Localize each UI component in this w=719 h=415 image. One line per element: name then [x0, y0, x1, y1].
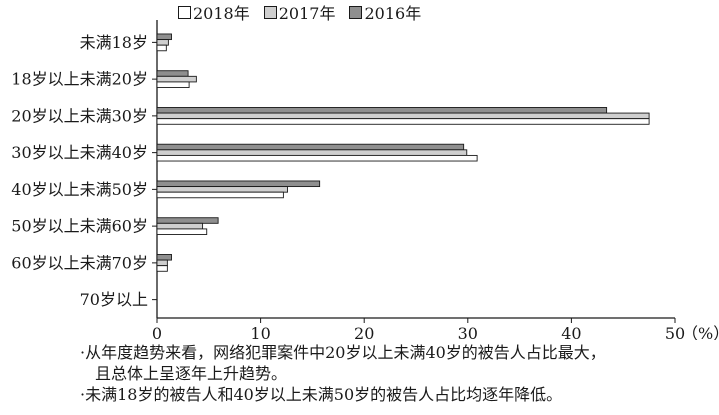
- legend-label-2018: 2018年: [193, 4, 250, 23]
- note-line-1: ·从年度趋势来看，网络犯罪案件中20岁以上未满40岁的被告人占比最大，: [80, 343, 606, 362]
- bar-2017年-6: [156, 259, 168, 267]
- bar-2016年-5: [156, 217, 219, 224]
- legend-item-2017: 2017年: [263, 0, 336, 24]
- y-tick-label: 未满18岁: [80, 33, 148, 52]
- legend-item-2016: 2016年: [349, 0, 421, 24]
- y-tick-label: 18岁以上未满20岁: [11, 70, 148, 89]
- bar-2018年-5: [156, 228, 208, 235]
- bar-2017年-4: [156, 186, 288, 193]
- legend-swatch-2016: [349, 5, 363, 19]
- bar-2018年-6: [156, 265, 168, 272]
- y-tick-label: 20岁以上未满30岁: [11, 106, 148, 125]
- note-line-3: ·未满18岁的被告人和40岁以上未满50岁的被告人占比均逐年降低。: [80, 385, 563, 404]
- bar-2018年-1: [156, 81, 190, 88]
- notes: ·从年度趋势来看，网络犯罪案件中20岁以上未满40岁的被告人占比最大， 且总体上…: [80, 342, 710, 405]
- bar-2016年-0: [156, 33, 172, 41]
- bar-2016年-1: [156, 70, 189, 77]
- bar-2016年-3: [156, 143, 465, 151]
- bar-2016年-4: [156, 180, 321, 188]
- bar-2017年-1: [156, 75, 197, 83]
- legend-label-2017: 2017年: [278, 4, 336, 23]
- bar-2016年-6: [156, 254, 172, 261]
- x-tick-label: 30: [458, 324, 478, 340]
- bar-2018年-0: [156, 44, 167, 52]
- bar-2018年-3: [156, 154, 478, 162]
- x-tick-label: 40: [561, 324, 581, 340]
- y-tick-label: 60岁以上未满70岁: [11, 253, 148, 272]
- bar-2016年-2: [156, 107, 608, 114]
- x-tick-label: 50: [665, 324, 685, 340]
- x-tick-label: 0: [152, 324, 162, 340]
- bar-2017年-3: [156, 149, 468, 156]
- note-line-2: 且总体上呈逐年上升趋势。: [95, 364, 288, 383]
- y-tick-label: 70岁以上: [80, 290, 148, 309]
- bar-2017年-0: [156, 39, 169, 46]
- x-axis-unit: （%）: [682, 324, 719, 340]
- legend-swatch-2017: [263, 5, 277, 19]
- bar-2017年-2: [156, 112, 650, 120]
- bar-2018年-4: [156, 191, 284, 199]
- legend-label-2016: 2016年: [364, 4, 422, 23]
- bar-2018年-2: [156, 118, 650, 125]
- y-tick-label: 50岁以上未满60岁: [11, 217, 148, 236]
- x-tick-label: 10: [250, 324, 270, 340]
- bar-2017年-5: [156, 222, 204, 230]
- x-tick-label: 20: [354, 324, 374, 340]
- legend-item-2018: 2018年: [178, 0, 250, 24]
- bar-chart: 未满18岁 18岁以上未满20岁 20岁以上未满30岁 30岁以上未满40岁 40岁以上…: [11, 20, 719, 340]
- legend-swatch-2018: [178, 5, 191, 19]
- y-tick-label: 30岁以上未满40岁: [11, 143, 148, 162]
- legend: 2018年 2017年 2016年: [178, 0, 435, 24]
- y-tick-label: 40岁以上未满50岁: [11, 180, 148, 199]
